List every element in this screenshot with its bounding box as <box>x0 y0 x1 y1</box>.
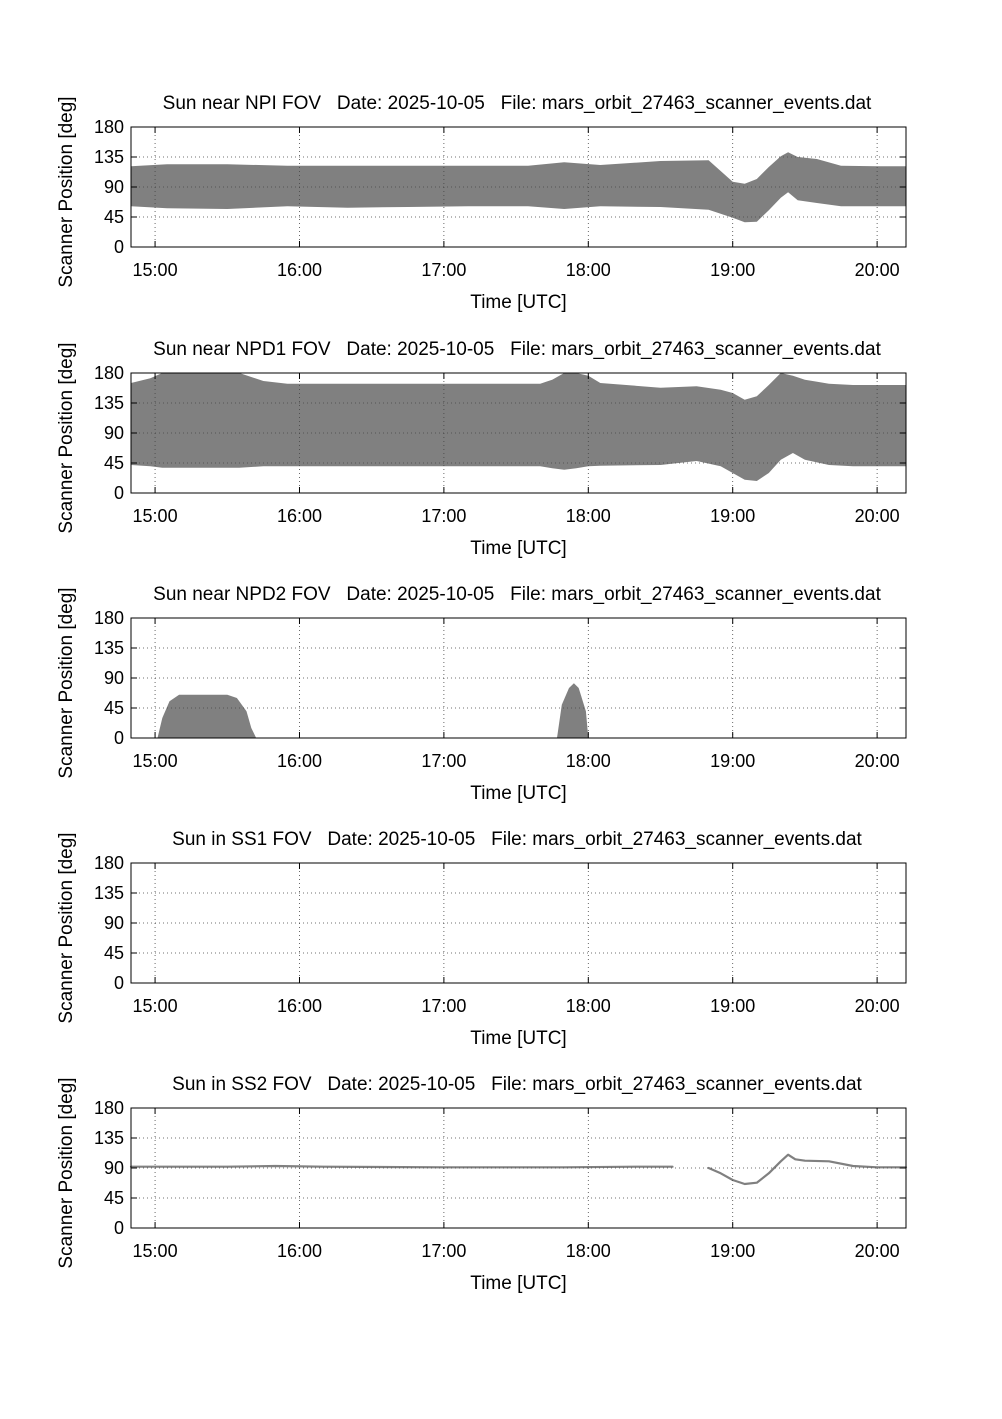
x-axis-label: Time [UTC] <box>470 1028 566 1049</box>
chart-title: Sun in SS1 FOV Date: 2025-10-05 File: ma… <box>172 829 862 850</box>
y-tick-label: 90 <box>104 423 124 443</box>
x-tick-label: 19:00 <box>710 751 755 771</box>
x-tick-label: 16:00 <box>277 260 322 280</box>
x-tick-label: 19:00 <box>710 260 755 280</box>
chart-panel-5: Sun in SS2 FOV Date: 2025-10-05 File: ma… <box>56 1074 908 1294</box>
series-area-2 <box>557 683 589 738</box>
y-tick-label: 135 <box>94 393 124 413</box>
chart-title: Sun near NPD1 FOV Date: 2025-10-05 File:… <box>153 339 881 360</box>
y-tick-label: 0 <box>114 973 124 993</box>
y-tick-label: 90 <box>104 177 124 197</box>
y-tick-label: 180 <box>94 117 124 137</box>
y-tick-label: 0 <box>114 237 124 257</box>
series-line-2 <box>707 1153 908 1186</box>
x-tick-label: 20:00 <box>855 260 900 280</box>
x-tick-label: 17:00 <box>421 751 466 771</box>
y-tick-label: 90 <box>104 913 124 933</box>
x-tick-label: 17:00 <box>421 506 466 526</box>
x-tick-label: 16:00 <box>277 996 322 1016</box>
x-tick-label: 15:00 <box>133 1241 178 1261</box>
y-tick-label: 45 <box>104 698 124 718</box>
x-tick-label: 17:00 <box>421 996 466 1016</box>
y-tick-label: 180 <box>94 853 124 873</box>
y-axis-label: Scanner Position [deg] <box>56 342 77 533</box>
y-tick-label: 180 <box>94 1098 124 1118</box>
x-axis-label: Time [UTC] <box>470 783 566 804</box>
x-tick-label: 16:00 <box>277 1241 322 1261</box>
x-tick-label: 17:00 <box>421 260 466 280</box>
y-tick-label: 135 <box>94 147 124 167</box>
y-tick-label: 0 <box>114 483 124 503</box>
x-tick-label: 15:00 <box>133 996 178 1016</box>
chart-panel-1: Sun near NPI FOV Date: 2025-10-05 File: … <box>56 93 907 313</box>
chart-panel-3: Sun near NPD2 FOV Date: 2025-10-05 File:… <box>56 584 907 804</box>
y-tick-label: 45 <box>104 207 124 227</box>
y-tick-label: 180 <box>94 363 124 383</box>
chart-title: Sun near NPI FOV Date: 2025-10-05 File: … <box>163 93 872 114</box>
series-area-1 <box>131 152 906 223</box>
chart-panel-4: Sun in SS1 FOV Date: 2025-10-05 File: ma… <box>56 829 907 1049</box>
x-tick-label: 18:00 <box>566 1241 611 1261</box>
x-tick-label: 17:00 <box>421 1241 466 1261</box>
y-tick-label: 180 <box>94 608 124 628</box>
series-area-1 <box>157 694 257 738</box>
series-area-1 <box>131 373 906 481</box>
series-line-1 <box>129 1164 674 1169</box>
x-tick-label: 15:00 <box>133 751 178 771</box>
x-tick-label: 20:00 <box>855 996 900 1016</box>
x-tick-label: 18:00 <box>566 260 611 280</box>
x-tick-label: 19:00 <box>710 506 755 526</box>
x-tick-label: 20:00 <box>855 751 900 771</box>
x-tick-label: 20:00 <box>855 506 900 526</box>
x-tick-label: 15:00 <box>133 506 178 526</box>
x-axis-label: Time [UTC] <box>470 538 566 559</box>
y-tick-label: 135 <box>94 883 124 903</box>
chart-title: Sun in SS2 FOV Date: 2025-10-05 File: ma… <box>172 1074 862 1095</box>
x-tick-label: 18:00 <box>566 996 611 1016</box>
y-axis-label: Scanner Position [deg] <box>56 1077 77 1268</box>
y-tick-label: 90 <box>104 668 124 688</box>
chart-panel-2: Sun near NPD1 FOV Date: 2025-10-05 File:… <box>56 339 907 559</box>
y-tick-label: 45 <box>104 1188 124 1208</box>
x-tick-label: 19:00 <box>710 996 755 1016</box>
x-tick-label: 18:00 <box>566 506 611 526</box>
x-tick-label: 16:00 <box>277 506 322 526</box>
x-axis-label: Time [UTC] <box>470 292 566 313</box>
y-axis-label: Scanner Position [deg] <box>56 587 77 778</box>
x-tick-label: 19:00 <box>710 1241 755 1261</box>
x-axis-label: Time [UTC] <box>470 1273 566 1294</box>
chart-title: Sun near NPD2 FOV Date: 2025-10-05 File:… <box>153 584 881 605</box>
x-tick-label: 18:00 <box>566 751 611 771</box>
x-tick-label: 20:00 <box>855 1241 900 1261</box>
y-tick-label: 135 <box>94 1128 124 1148</box>
y-axis-label: Scanner Position [deg] <box>56 96 77 287</box>
y-tick-label: 90 <box>104 1158 124 1178</box>
x-tick-label: 16:00 <box>277 751 322 771</box>
y-tick-label: 0 <box>114 728 124 748</box>
x-tick-label: 15:00 <box>133 260 178 280</box>
y-tick-label: 135 <box>94 638 124 658</box>
y-tick-label: 45 <box>104 943 124 963</box>
y-tick-label: 45 <box>104 453 124 473</box>
y-tick-label: 0 <box>114 1218 124 1238</box>
y-axis-label: Scanner Position [deg] <box>56 832 77 1023</box>
